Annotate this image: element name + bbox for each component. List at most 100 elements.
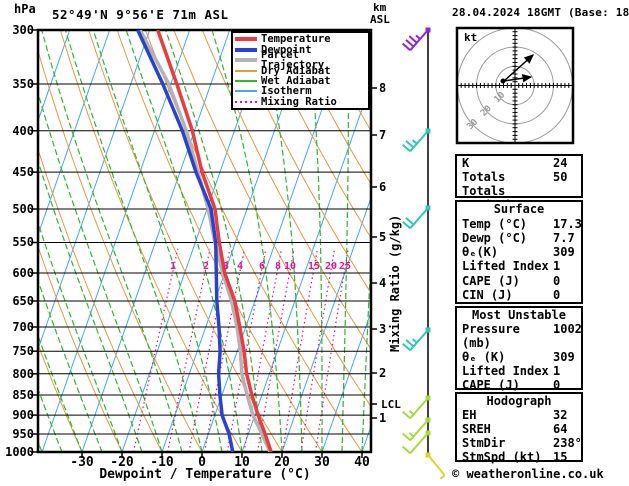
table-row-label: Temp (°C) — [462, 216, 528, 231]
temp-tick-label: -20 — [110, 455, 134, 470]
plot-border — [36, 28, 373, 454]
legend-item: Temperature — [235, 34, 366, 45]
mixing-ratio-line — [132, 248, 179, 452]
pressure-tick-label: 400 — [12, 123, 34, 138]
legend-item-label: Isotherm — [261, 85, 312, 98]
km-tick-label: 7 — [379, 128, 387, 142]
dry-adiabat-line — [230, 30, 371, 294]
wind-barb — [402, 417, 431, 442]
table-row-value: 50 — [553, 170, 568, 184]
table-row: EH 32 — [457, 408, 581, 422]
table-row-label: CIN (J) — [462, 287, 513, 302]
dewpoint-curve — [136, 30, 235, 452]
wet-adiabat-line — [261, 30, 303, 452]
km-axis-unit: km — [373, 1, 387, 14]
mixing-ratio-label: 3 — [222, 261, 230, 272]
mixing-ratio-line — [314, 248, 349, 452]
asl-label: ASL — [370, 13, 390, 26]
isotherm-line — [38, 30, 111, 237]
table-row-value: 0 — [553, 378, 561, 392]
km-tick-label: 5 — [379, 230, 387, 244]
table-row-value: 1002 — [553, 322, 582, 336]
mixing-ratio-label: 8 — [274, 261, 282, 272]
table-row-value: 309 — [553, 245, 575, 259]
table-row-value: 0 — [553, 287, 561, 302]
wind-barb — [425, 452, 446, 480]
legend-line-swatch — [235, 90, 257, 93]
legend-line-swatch — [235, 58, 257, 63]
hodograph-border — [455, 26, 575, 145]
table-row-label: Dewp (°C) — [462, 230, 528, 245]
table-row-label: CAPE (J) — [462, 273, 520, 288]
table-row-value: 17.3 — [553, 216, 582, 231]
table-row: CAPE (J) 0 — [457, 378, 581, 392]
hodograph-origin-dot — [500, 78, 506, 84]
table-row: K 24 — [457, 156, 581, 170]
km-tick-label: 6 — [379, 180, 387, 194]
table-row: Dewp (°C) 7.7 — [457, 231, 581, 245]
wind-barb — [402, 430, 431, 455]
copyright: © weatheronline.co.uk — [452, 467, 604, 481]
table-title: Most Unstable — [472, 308, 566, 322]
wet-adiabat-line — [41, 30, 183, 452]
mixing-ratio-line — [281, 248, 318, 452]
wet-adiabat-line — [211, 30, 283, 452]
mixing-ratio-axis-label: Mixing Ratio (g/kg) — [388, 214, 402, 352]
wind-barb — [402, 395, 431, 420]
pressure-tick-label: 900 — [12, 408, 34, 423]
x-axis-title: Dewpoint / Temperature (°C) — [99, 467, 311, 482]
mixing-ratio-label: 15 — [307, 261, 321, 272]
isotherm-line — [321, 310, 371, 452]
isotherm-line — [38, 30, 71, 123]
legend-item-label: Dry Adiabat — [261, 64, 331, 77]
parcel-trajectory-curve — [138, 30, 272, 452]
km-tick-label: 8 — [379, 81, 387, 95]
legend-item-label: Parcel Trajectory — [261, 49, 325, 72]
pressure-tick-label: 450 — [12, 165, 34, 180]
table-row-label: θₑ(K) — [462, 245, 499, 259]
isotherm-line — [81, 30, 231, 452]
table-row-value: 1 — [553, 259, 561, 274]
mixing-ratio-line — [300, 248, 336, 452]
temp-tick-label: -10 — [150, 455, 174, 470]
pressure-tick-label: 700 — [12, 319, 34, 334]
table-title: Hodograph — [486, 394, 552, 408]
wind-barb — [402, 128, 431, 153]
legend-item-label: Mixing Ratio — [261, 95, 337, 108]
legend-line-swatch — [235, 79, 257, 82]
table-title: Surface — [493, 202, 545, 217]
station-title: 52°49'N 9°56'E 71m ASL — [52, 7, 229, 22]
table-row: CIN (J) 0 — [457, 288, 581, 302]
mixing-ratio-label: 10 — [283, 261, 297, 272]
table-row-label: EH — [462, 408, 477, 422]
legend-box: Temperature Dewpoint Parcel Trajectory Dry … — [231, 31, 370, 110]
indices-table: Surface Temp (°C) 17.3 Dewp (°C) 7.7 θₑ(K) 309… — [455, 200, 583, 304]
mixing-ratio-label: 6 — [258, 261, 266, 272]
hodograph-wind-vector — [503, 54, 534, 82]
mixing-ratio-label: 4 — [236, 261, 244, 272]
wet-adiabat-line — [307, 30, 323, 452]
dry-adiabat-line — [38, 342, 83, 452]
datetime-label: 28.04.2024 18GMT (Base: 18) — [452, 6, 629, 19]
legend-line-swatch — [235, 100, 257, 103]
mixing-ratio-line — [167, 248, 211, 452]
mixing-ratio-line — [203, 248, 246, 452]
temp-tick-label: -30 — [70, 455, 94, 470]
km-tick-label: 2 — [379, 366, 387, 380]
legend-item: Dewpoint — [235, 45, 366, 55]
pressure-tick-label: 600 — [12, 265, 34, 280]
table-row: SREH 64 — [457, 422, 581, 436]
table-row: CAPE (J) 0 — [457, 274, 581, 288]
wet-adiabat-line — [92, 30, 223, 452]
legend-item-label: Dewpoint — [261, 43, 312, 56]
table-row: StmSpd (kt) 15 — [457, 450, 581, 464]
wind-barb — [402, 327, 431, 352]
table-row: Pressure (mb) 1002 — [457, 322, 582, 350]
legend-item: Wet Adiabat — [235, 76, 366, 86]
pressure-tick-label: 300 — [12, 23, 34, 37]
legend-line-swatch — [235, 69, 257, 72]
table-row-label: Lifted Index — [462, 364, 549, 378]
table-row-label: StmDir — [462, 436, 506, 450]
